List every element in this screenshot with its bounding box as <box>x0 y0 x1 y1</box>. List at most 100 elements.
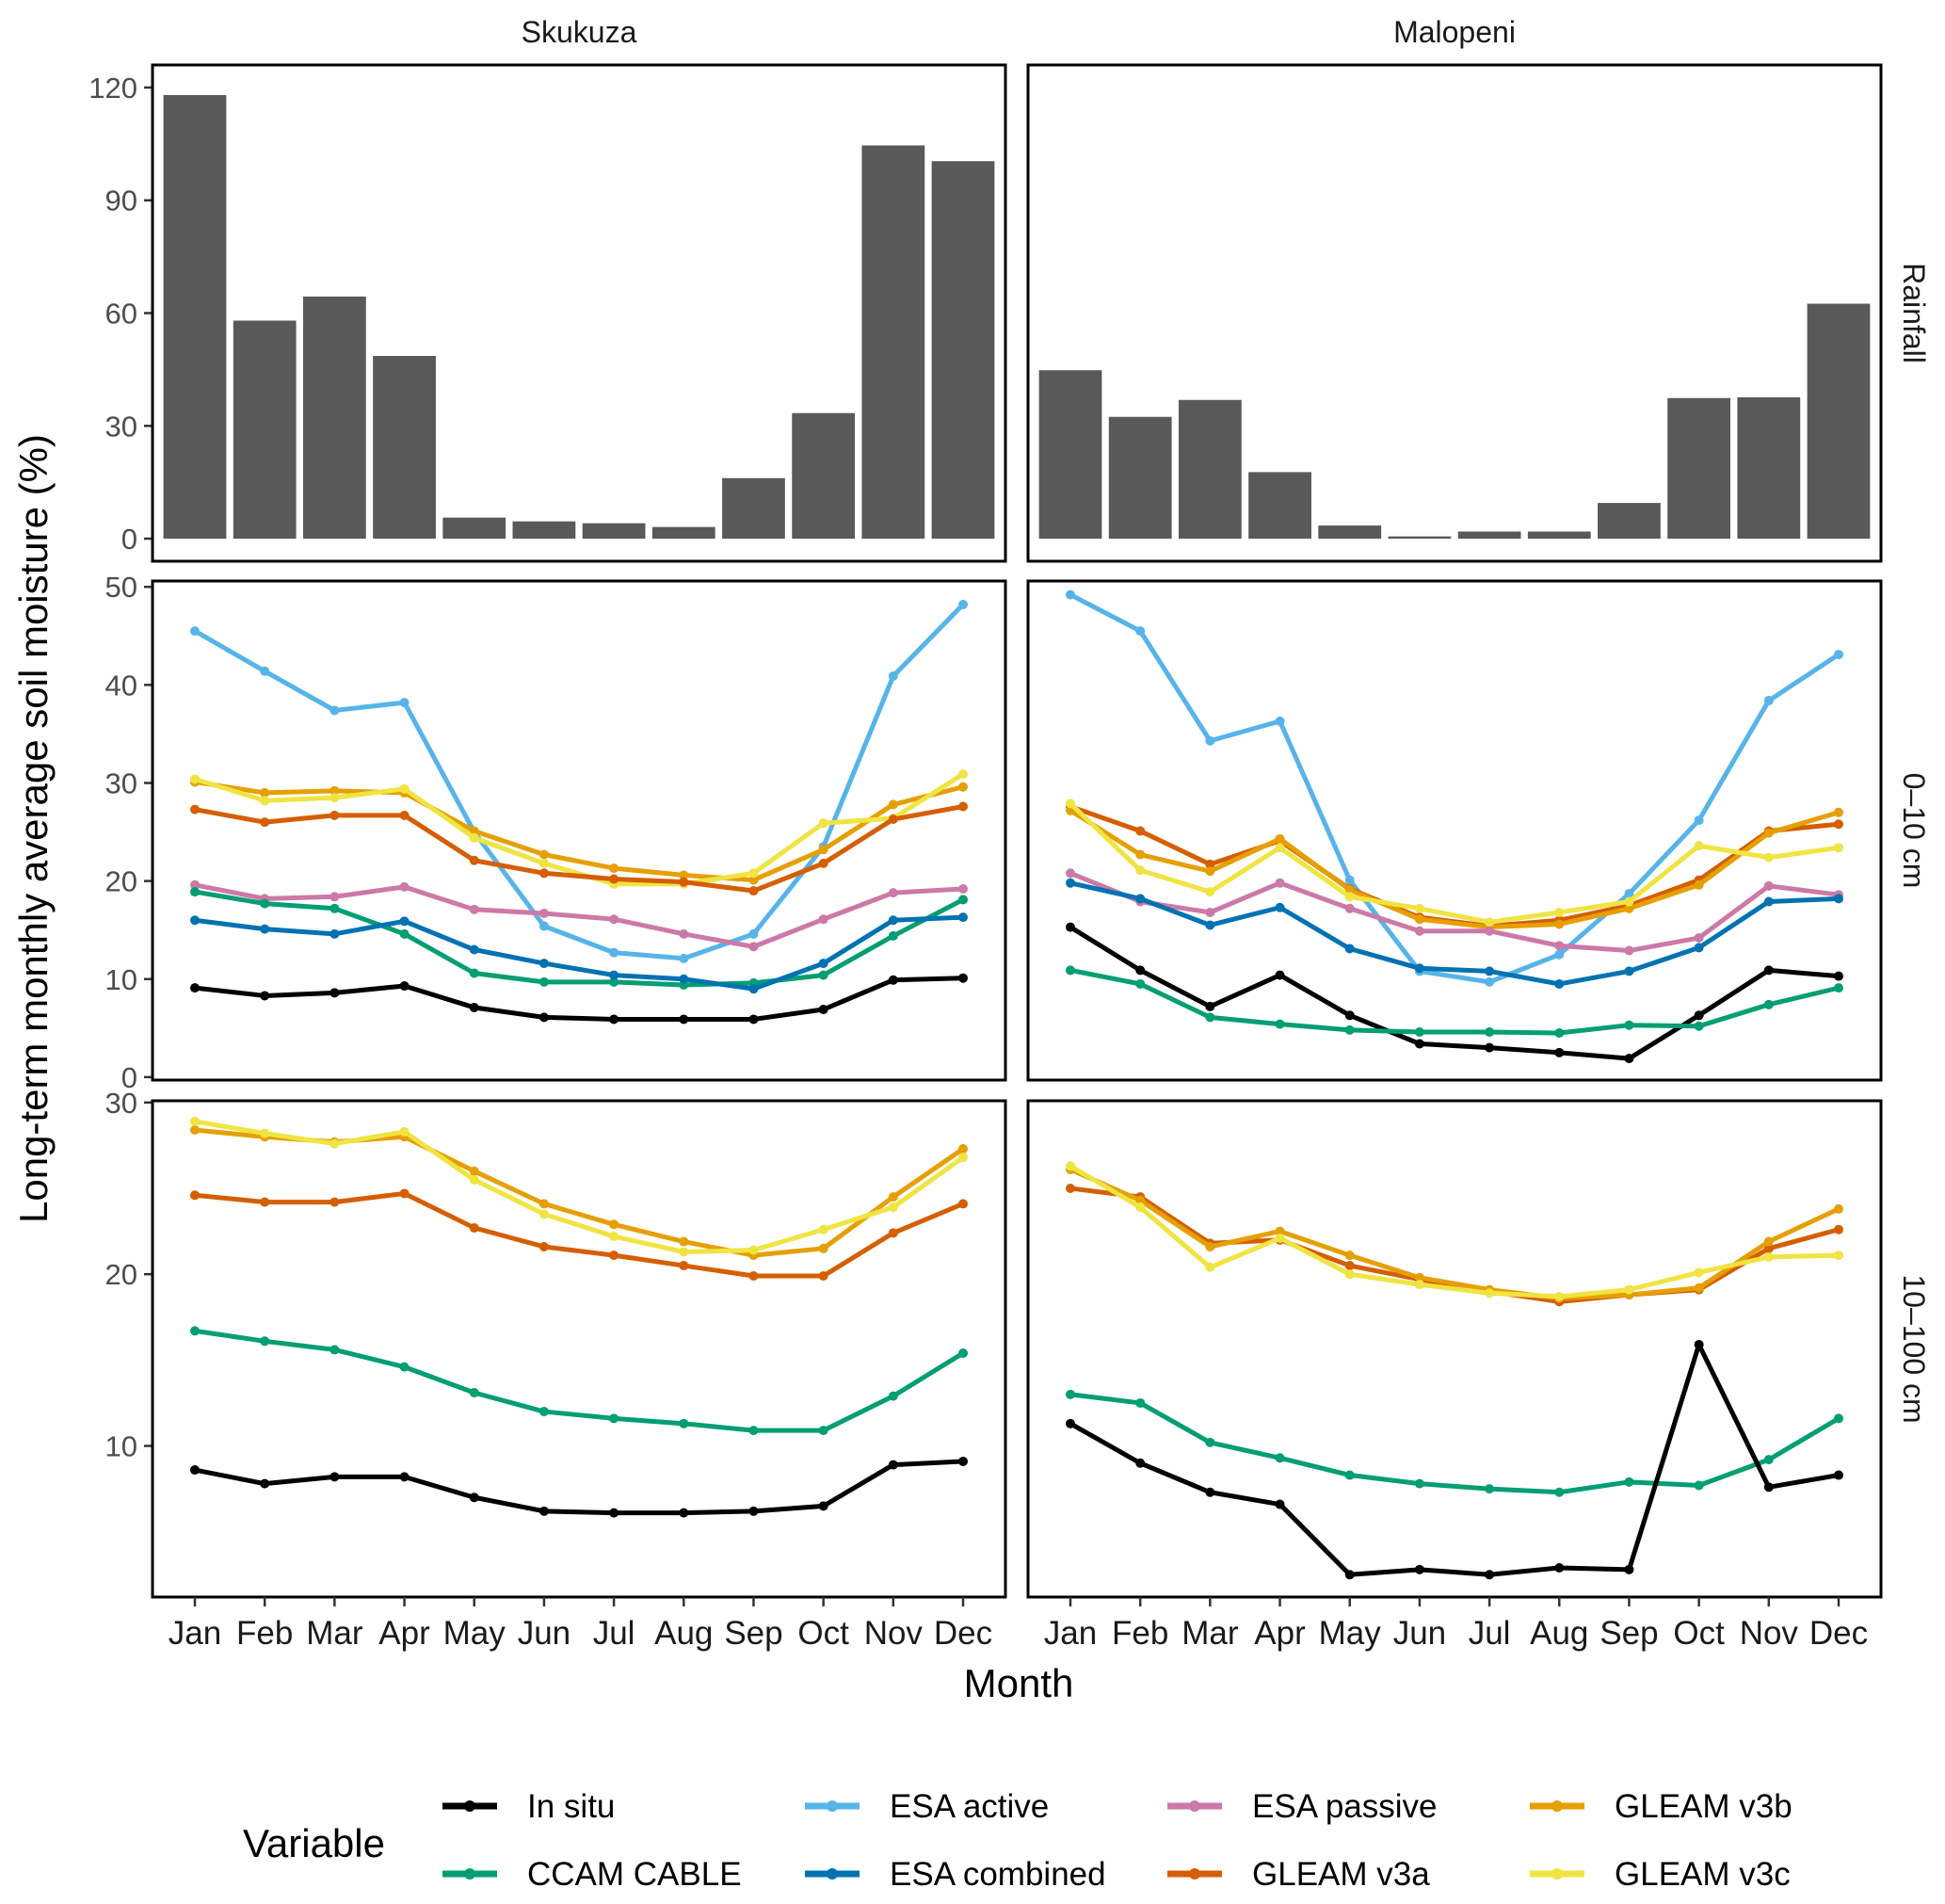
y-tick-label: 30 <box>105 410 137 443</box>
facet-label-10-100-cm: 10–100 cm <box>1897 1274 1931 1423</box>
series-point-gleam-v3b <box>469 1166 479 1176</box>
panel-border <box>151 1099 1007 1599</box>
y-tick-label: 0 <box>121 1061 137 1094</box>
series-point-ccam-cable <box>1554 1487 1565 1497</box>
series-point-esa-combined <box>1275 902 1285 912</box>
legend-item-esa-combined: ESA combined <box>805 1856 1106 1893</box>
y-axis-title: Long-term monthly average soil moisture … <box>11 434 56 1223</box>
series-point-in-situ <box>679 1014 689 1025</box>
series-point-in-situ <box>538 1506 549 1516</box>
series-point-in-situ <box>190 1465 200 1476</box>
series-point-esa-passive <box>399 881 410 892</box>
series-point-esa-active <box>1554 949 1565 960</box>
series-point-ccam-cable <box>1763 999 1774 1009</box>
legend-label: CCAM CABLE <box>527 1856 742 1893</box>
series-point-gleam-v3a <box>888 815 898 825</box>
series-point-ccam-cable <box>748 1426 759 1436</box>
series-point-in-situ <box>958 973 968 983</box>
series-point-in-situ <box>399 1472 410 1482</box>
series-point-gleam-v3b <box>679 1236 689 1247</box>
series-point-in-situ <box>1205 1001 1215 1011</box>
facet-label-0-10-cm: 0–10 cm <box>1897 773 1931 889</box>
panels: Skukuza Malopeni Rainfall 0–10 cm 10–100 cm 0… <box>88 15 1931 1652</box>
x-tick-label-mar: Mar <box>1181 1615 1239 1652</box>
rainfall-bar-jun <box>1388 536 1452 540</box>
series-point-gleam-v3c <box>330 1138 340 1149</box>
series-point-gleam-v3b <box>1763 1236 1774 1247</box>
panel-border <box>151 579 1007 1082</box>
legend-key-point <box>464 1800 475 1812</box>
rainfall-bar-apr <box>1248 472 1311 540</box>
series-point-gleam-v3b <box>1834 807 1843 817</box>
series-point-esa-active <box>330 705 340 716</box>
y-tick-label: 60 <box>105 298 137 331</box>
series-line-in-situ <box>1069 925 1840 1061</box>
series-point-esa-passive <box>1205 907 1215 917</box>
series-point-esa-passive <box>1414 926 1424 936</box>
x-tick-label-jun: Jun <box>1393 1615 1446 1652</box>
series-line-esa-combined <box>1069 880 1840 987</box>
series-point-ccam-cable <box>1834 1413 1843 1424</box>
series-point-gleam-v3a <box>538 1242 549 1251</box>
facet-label-rainfall: Rainfall <box>1897 263 1931 363</box>
x-tick-label-apr: Apr <box>1254 1615 1306 1652</box>
series-point-ccam-cable <box>1414 1026 1424 1037</box>
series-point-in-situ <box>1834 971 1843 981</box>
series-point-esa-combined <box>1485 966 1495 976</box>
series-point-esa-passive <box>818 914 828 925</box>
series-point-in-situ <box>1624 1054 1634 1064</box>
series-point-gleam-v3a <box>609 1251 619 1261</box>
series-point-ccam-cable <box>818 970 828 980</box>
series-point-esa-combined <box>1554 978 1565 989</box>
series-point-in-situ <box>1205 1487 1215 1497</box>
series-point-esa-active <box>1763 696 1774 706</box>
x-tick-label-apr: Apr <box>378 1615 430 1652</box>
series-point-ccam-cable <box>1205 1437 1215 1447</box>
series-point-esa-passive <box>958 883 968 894</box>
rainfall-bar-dec <box>931 161 995 540</box>
x-axis-title: Month <box>964 1661 1074 1705</box>
series-point-esa-active <box>1694 815 1704 826</box>
series-point-esa-passive <box>1275 878 1285 888</box>
series-point-gleam-v3a <box>190 804 200 815</box>
series-point-gleam-v3c <box>399 783 410 794</box>
series-point-gleam-v3c <box>538 858 549 868</box>
series-point-esa-passive <box>1344 903 1355 913</box>
series-point-gleam-v3c <box>1344 1269 1355 1280</box>
x-tick-label-mar: Mar <box>306 1615 363 1652</box>
series-point-esa-combined <box>399 916 410 927</box>
series-line-esa-combined <box>194 914 964 992</box>
series-point-gleam-v3b <box>1205 1242 1215 1251</box>
series-point-ccam-cable <box>1066 965 1075 976</box>
series-point-ccam-cable <box>818 1426 828 1436</box>
x-tick-label-oct: Oct <box>1673 1615 1725 1652</box>
series-point-gleam-v3c <box>609 1232 619 1242</box>
series-point-ccam-cable <box>538 976 549 987</box>
series-point-ccam-cable <box>1485 1026 1495 1037</box>
series-point-gleam-v3c <box>1205 887 1215 897</box>
rainfall-bar-nov <box>1737 396 1801 540</box>
panel-border <box>151 63 1007 563</box>
series-point-esa-combined <box>1205 920 1215 930</box>
series-point-esa-passive <box>1066 868 1075 879</box>
series-point-gleam-v3b <box>1275 1226 1285 1236</box>
series-point-gleam-v3c <box>818 818 828 829</box>
series-point-in-situ <box>1135 965 1146 976</box>
x-tick-label-jun: Jun <box>518 1615 571 1652</box>
series-point-ccam-cable <box>1414 1478 1424 1489</box>
series-point-gleam-v3a <box>818 1271 828 1281</box>
series-line-gleam-v3a <box>194 804 964 894</box>
series-point-gleam-v3b <box>748 875 759 885</box>
x-tick-label-nov: Nov <box>1740 1615 1799 1652</box>
series-point-esa-active <box>1834 650 1843 660</box>
series-point-gleam-v3c <box>1554 907 1565 917</box>
y-tick-label: 50 <box>105 571 137 604</box>
series-point-gleam-v3c <box>1205 1262 1215 1272</box>
legend-label: In situ <box>527 1788 615 1825</box>
series-point-esa-active <box>609 947 619 958</box>
series-point-ccam-cable <box>1135 1397 1146 1408</box>
series-point-in-situ <box>1275 970 1285 980</box>
series-point-esa-active <box>888 671 898 682</box>
series-line-gleam-v3c <box>194 1119 965 1254</box>
series-point-in-situ <box>1414 1039 1424 1049</box>
